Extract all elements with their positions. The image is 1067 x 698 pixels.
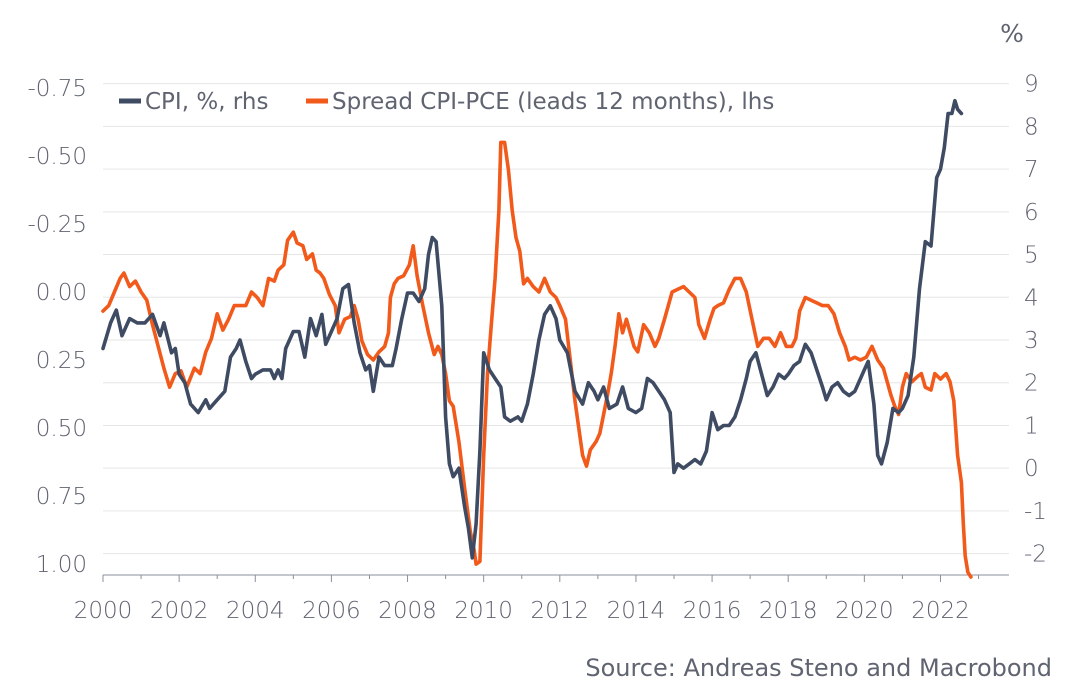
right-axis-ticks: 9 8 7 6 5 4 3 2 1 0 -1 -2 [1024,72,1047,568]
x-tick-label: 2012 [531,598,590,624]
source-note: Source: Andreas Steno and Macrobond [585,654,1052,682]
x-tick-label: 2014 [607,598,666,624]
left-tick-label: -0.50 [27,144,87,170]
x-tick-label: 2006 [302,598,361,624]
series-layer [101,98,973,579]
right-tick-label: 3 [1024,328,1039,354]
x-tick-label: 2008 [378,598,437,624]
left-tick-label: 1.00 [36,552,87,578]
right-tick-label: 2 [1024,371,1039,397]
x-axis: 2000 2002 2004 2006 2008 2010 2012 2014 2016 2018… [74,574,1009,624]
right-tick-label: 5 [1024,243,1039,269]
right-tick-label: -2 [1024,542,1047,568]
x-tick-label: 2004 [226,598,285,624]
series-line-cpi [101,98,964,560]
left-tick-label: -0.25 [27,212,87,238]
x-tick-label: 2018 [759,598,818,624]
left-tick-label: 0.75 [36,484,87,510]
right-tick-label: 7 [1024,157,1039,183]
x-tick-label: 2010 [454,598,513,624]
legend-label-spread: Spread CPI-PCE (leads 12 months), lhs [332,89,774,115]
legend: CPI, %, rhs Spread CPI-PCE (leads 12 mon… [119,89,774,115]
series-line-spread [101,140,973,579]
x-tick-label: 2016 [683,598,742,624]
right-tick-label: 4 [1024,285,1039,311]
right-tick-label: 9 [1024,72,1039,98]
left-axis-ticks: -0.75 -0.50 -0.25 0.00 0.25 0.50 0.75 1.00 [27,76,87,578]
left-tick-label: 0.00 [36,280,87,306]
left-tick-label: -0.75 [27,76,87,102]
left-tick-label: 0.25 [36,348,87,374]
x-tick-label: 2000 [74,598,133,624]
left-tick-label: 0.50 [36,416,87,442]
x-tick-label: 2022 [911,598,970,624]
right-tick-label: -1 [1024,499,1047,525]
right-tick-label: 8 [1024,114,1039,140]
legend-label-cpi: CPI, %, rhs [145,89,268,115]
x-tick-label: 2020 [835,598,894,624]
right-tick-label: 6 [1024,200,1039,226]
x-tick-label: 2002 [150,598,209,624]
right-axis-unit: % [1000,19,1024,48]
right-tick-label: 0 [1024,456,1039,482]
right-tick-label: 1 [1024,413,1039,439]
